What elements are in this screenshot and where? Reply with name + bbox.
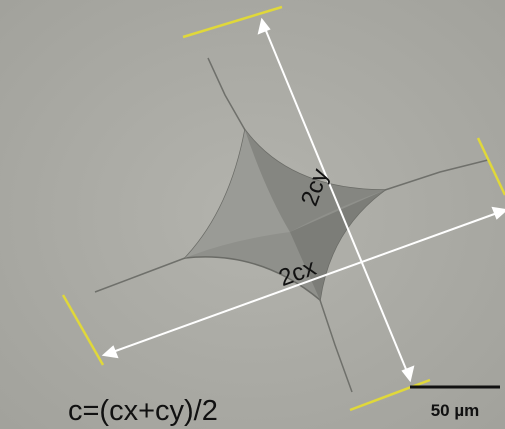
formula: c=(cx+cy)/2 <box>68 395 218 427</box>
micrograph: 2cy 2cx c=(cx+cy)/2 50 µm <box>0 0 505 429</box>
scale-label: 50 µm <box>431 401 480 420</box>
